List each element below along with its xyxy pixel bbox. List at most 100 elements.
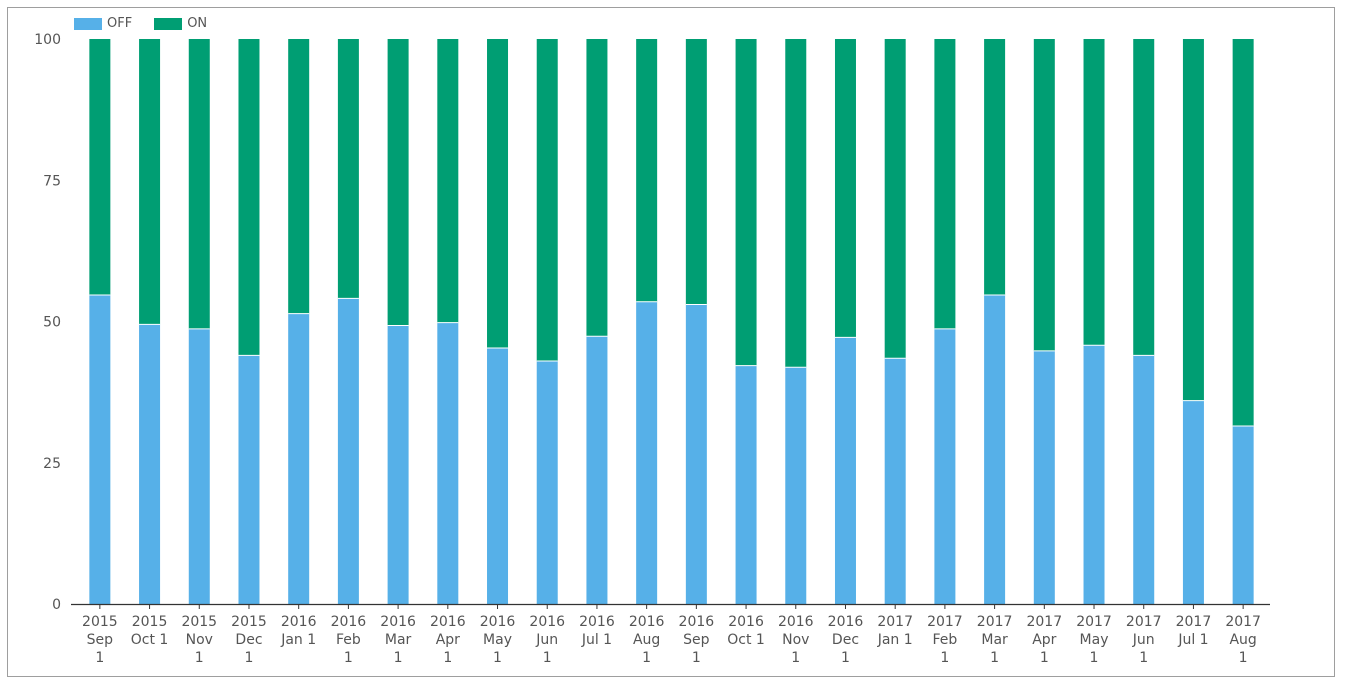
x-tick-label-line: Jan 1: [877, 632, 913, 648]
bar-off: [1182, 400, 1204, 604]
x-tick-label: 2015 Oct 1: [131, 614, 169, 648]
bar-on: [437, 39, 459, 323]
x-tick-label-line: 1: [841, 650, 850, 666]
x-tick-label: 2017 Jun 1: [1126, 614, 1162, 666]
bar-on: [1182, 39, 1204, 401]
x-tick-label: 2017 Jul 1: [1176, 614, 1212, 648]
y-tick-label: 25: [43, 456, 61, 472]
x-tick-label-line: 1: [95, 650, 104, 666]
x-tick-label-line: 2017: [877, 614, 913, 630]
x-tick-label-line: Jul 1: [1177, 632, 1208, 648]
x-tick-label: 2015 Sep 1: [82, 614, 118, 666]
x-tick-label-line: 2016: [430, 614, 466, 630]
bar-off: [387, 325, 409, 604]
x-tick-label-line: 1: [443, 650, 452, 666]
bar-on: [487, 39, 509, 349]
x-tick-label-line: 1: [990, 650, 999, 666]
bar-on: [1033, 39, 1055, 351]
bar-off: [834, 337, 856, 604]
x-tick-label: 2016 Jun 1: [529, 614, 565, 666]
x-tick-label-line: 1: [394, 650, 403, 666]
bar-on: [188, 39, 210, 329]
x-tick-label-line: 2015: [231, 614, 267, 630]
x-tick-label-line: Jan 1: [280, 632, 316, 648]
bar-off: [1133, 355, 1155, 604]
x-tick-label: 2017 Apr 1: [1026, 614, 1062, 666]
bar-off: [238, 355, 260, 604]
x-tick-label-line: 1: [791, 650, 800, 666]
x-tick-label-line: 1: [344, 650, 353, 666]
chart-frame: [7, 7, 1335, 677]
x-tick-label: 2016 Jan 1: [280, 614, 316, 648]
x-tick-label-line: 1: [543, 650, 552, 666]
y-tick-label: 0: [52, 597, 61, 613]
bar-on: [1083, 39, 1105, 346]
x-tick-label: 2016 Aug 1: [629, 614, 665, 666]
x-tick-label-line: 1: [245, 650, 254, 666]
x-tick-label-line: Nov: [782, 632, 809, 648]
bar-off: [1232, 426, 1254, 604]
bar-on: [1232, 39, 1254, 427]
bar-off: [536, 361, 558, 604]
x-tick-label-line: 2016: [679, 614, 715, 630]
bar-off: [188, 328, 210, 604]
x-tick-label: 2015 Nov 1: [181, 614, 217, 666]
x-tick-label-line: 2017: [1026, 614, 1062, 630]
bar-off: [636, 301, 658, 604]
x-tick-label-line: 2017: [1225, 614, 1261, 630]
x-tick-label-line: 2016: [380, 614, 416, 630]
bar-on: [1133, 39, 1155, 356]
x-tick-label-line: May: [483, 632, 512, 648]
x-tick-label-line: 2016: [778, 614, 814, 630]
legend-item-on[interactable]: ON: [154, 16, 207, 31]
x-tick-label-line: 2017: [1076, 614, 1112, 630]
x-tick-label: 2016 Oct 1: [727, 614, 765, 648]
x-tick-label-line: Mar: [385, 632, 412, 648]
x-tick-label-line: Nov: [186, 632, 213, 648]
x-tick-label-line: Dec: [832, 632, 859, 648]
x-tick-label: 2017 Feb 1: [927, 614, 963, 666]
x-tick-label-line: 1: [692, 650, 701, 666]
x-tick-label: 2016 Nov 1: [778, 614, 814, 666]
bar-off: [884, 358, 906, 604]
x-tick-label-line: Feb: [932, 632, 957, 648]
bar-on: [536, 39, 558, 362]
bar-off: [685, 304, 707, 604]
x-tick-label-line: 2017: [1176, 614, 1212, 630]
x-tick-label-line: 1: [940, 650, 949, 666]
x-tick-label: 2017 Jan 1: [877, 614, 913, 648]
x-tick-label-line: 2015: [82, 614, 118, 630]
x-tick-label-line: 2017: [977, 614, 1013, 630]
legend-item-off[interactable]: OFF: [74, 16, 132, 31]
bar-off: [288, 313, 310, 604]
bar-off: [586, 336, 608, 604]
x-tick-label-line: Apr: [1032, 632, 1056, 648]
x-tick-label-line: 1: [1139, 650, 1148, 666]
x-tick-label-line: 2016: [281, 614, 317, 630]
x-tick-label-line: 2015: [181, 614, 217, 630]
bar-off: [437, 322, 459, 604]
x-tick-label-line: Dec: [235, 632, 262, 648]
legend-swatch-on: [154, 17, 183, 30]
x-tick-label-line: 2016: [629, 614, 665, 630]
bar-on: [984, 39, 1006, 295]
x-tick-label-line: Jul 1: [581, 632, 612, 648]
bar-on: [785, 39, 807, 368]
x-tick-label-line: Oct 1: [131, 632, 169, 648]
x-tick-label: 2017 Mar 1: [977, 614, 1013, 666]
x-tick-label-line: 1: [1040, 650, 1049, 666]
bar-off: [984, 294, 1006, 604]
y-tick-label: 50: [43, 315, 61, 331]
chart-legend: OFF ON: [74, 16, 207, 31]
x-tick-label: 2017 May 1: [1076, 614, 1112, 666]
x-tick-label-line: Apr: [436, 632, 460, 648]
legend-label-off: OFF: [107, 16, 133, 31]
x-tick-label-line: Jun: [535, 632, 558, 648]
bar-on: [288, 39, 310, 314]
bar-off: [934, 328, 956, 604]
bar-on: [89, 39, 111, 295]
x-tick-label: 2016 Feb 1: [331, 614, 367, 666]
bar-on: [636, 39, 658, 302]
x-tick-label-line: 2016: [480, 614, 516, 630]
